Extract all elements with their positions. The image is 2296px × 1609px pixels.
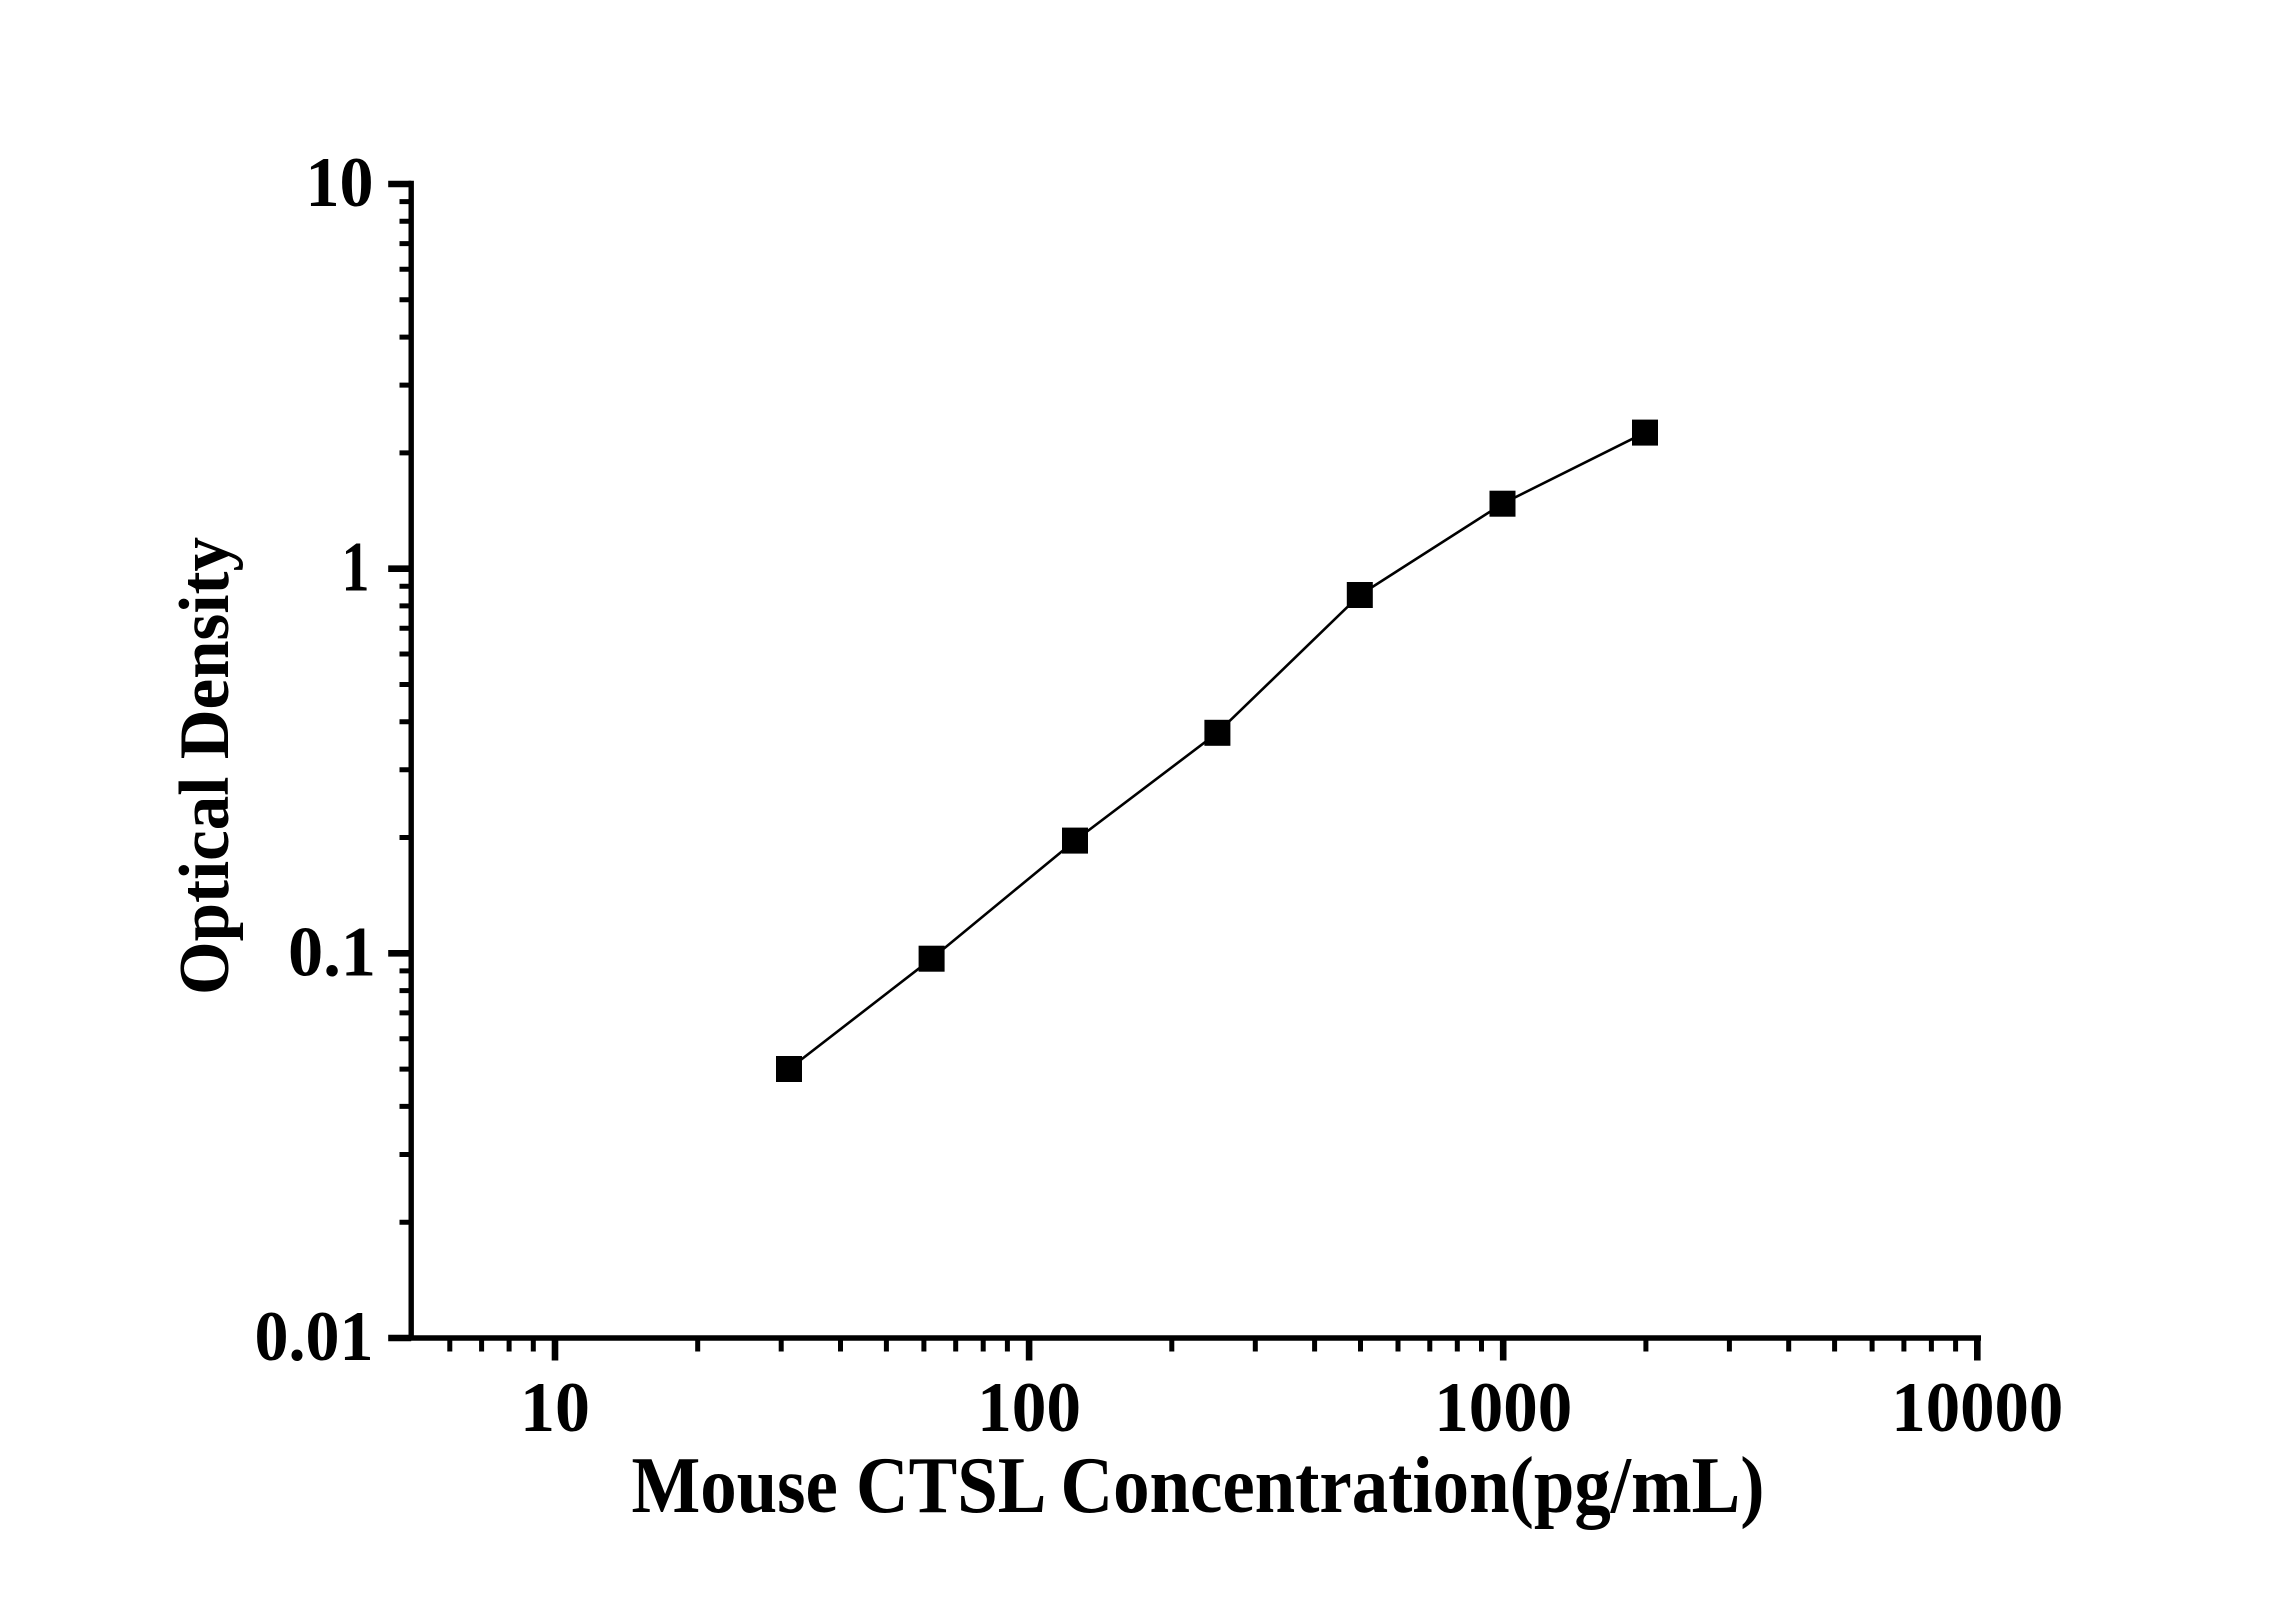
svg-text:Mouse CTSL Concentration(pg/mL: Mouse CTSL Concentration(pg/mL) xyxy=(632,1442,1765,1530)
svg-text:10000: 10000 xyxy=(1891,1369,2063,1447)
svg-text:10: 10 xyxy=(520,1369,590,1447)
svg-text:Optical Density: Optical Density xyxy=(166,537,244,995)
svg-text:1000: 1000 xyxy=(1434,1369,1572,1447)
svg-text:10: 10 xyxy=(306,144,374,222)
svg-text:100: 100 xyxy=(977,1369,1081,1447)
svg-text:0.01: 0.01 xyxy=(255,1298,374,1376)
svg-text:1: 1 xyxy=(342,529,370,607)
svg-text:0.1: 0.1 xyxy=(288,913,376,991)
